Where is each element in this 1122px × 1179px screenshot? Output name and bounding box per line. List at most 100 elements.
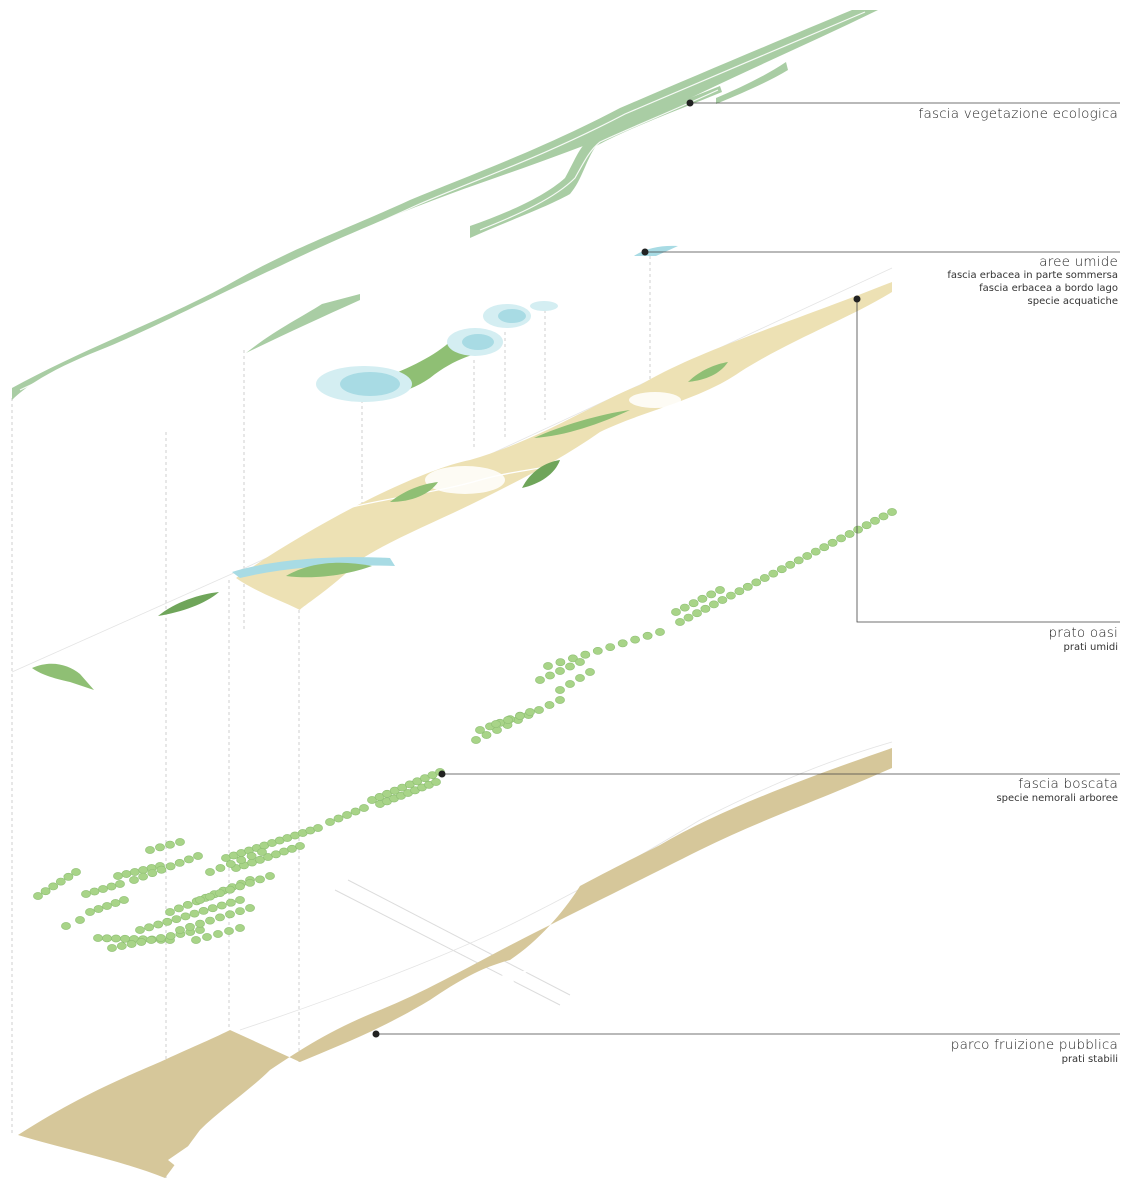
tree-dot <box>545 671 555 680</box>
tree-dot <box>565 662 575 671</box>
tree-dot <box>555 686 565 694</box>
leader-dots <box>372 99 861 1038</box>
projection-lines <box>11 256 651 1178</box>
tree-dot <box>565 680 575 688</box>
tree-dot <box>630 635 640 644</box>
forest-subtitle: specie nemorali arboree <box>996 793 1118 804</box>
tree-dot <box>580 650 591 659</box>
tree-dot <box>145 846 155 854</box>
tree-dot <box>175 838 185 846</box>
tree-dot <box>144 923 154 932</box>
tree-dot <box>751 578 762 587</box>
tree-dot <box>768 569 779 578</box>
meadow-subtitle: prati umidi <box>1063 642 1118 653</box>
tree-dot <box>215 864 226 872</box>
shrub-patches <box>32 592 219 690</box>
tree-dot <box>555 658 566 667</box>
tree-dot <box>146 936 156 944</box>
tree-dot <box>113 872 123 880</box>
tree-dot <box>359 804 369 812</box>
tree-dot <box>427 771 438 779</box>
park-subtitle: prati stabili <box>1061 1054 1118 1065</box>
tree-dot <box>585 668 595 676</box>
tree-dot <box>333 814 344 823</box>
tree-dot <box>683 613 694 622</box>
tree-dot <box>887 508 897 516</box>
tree-dot <box>63 872 74 881</box>
tree-dot <box>802 552 813 560</box>
tree-dot <box>655 628 665 636</box>
tree-dot <box>33 892 43 900</box>
tree-dot <box>195 896 205 904</box>
tree-dot <box>138 866 149 874</box>
tree-dot <box>40 887 51 896</box>
tree-dot <box>165 840 175 849</box>
tree-dot <box>235 896 245 904</box>
tree-dot <box>195 919 205 928</box>
wetland-title: aree umide <box>1039 254 1118 270</box>
tree-dot <box>717 596 728 604</box>
tree-dot <box>85 908 95 916</box>
tree-dot <box>71 868 81 876</box>
tree-dot <box>81 890 91 898</box>
tree-dot <box>102 934 112 943</box>
tree-dot <box>55 877 66 886</box>
tree-dot <box>503 716 513 724</box>
tree-dot <box>61 922 71 930</box>
tree-dot <box>191 936 201 944</box>
tree-dot <box>235 907 245 915</box>
forest-title: fascia boscata <box>1018 776 1118 792</box>
tree-dot <box>836 534 846 543</box>
tree-dot <box>700 604 711 613</box>
tree-dot <box>715 586 725 594</box>
tree-dot <box>216 901 227 910</box>
tree-dot <box>325 818 335 826</box>
tree-dot <box>475 726 485 734</box>
tree-dot <box>215 889 225 897</box>
tree-dot <box>295 842 305 850</box>
tree-dot <box>642 631 653 640</box>
tree-dot <box>171 915 182 923</box>
park-title: parco fruizione pubblica <box>950 1037 1118 1053</box>
tree-dot <box>215 913 225 922</box>
tree-dot <box>742 582 753 591</box>
tree-dot <box>568 654 578 663</box>
tree-dot <box>135 926 145 934</box>
tree-dot <box>819 543 830 552</box>
tree-dot <box>116 942 127 950</box>
tree-dot <box>688 599 699 608</box>
tree-dot <box>515 712 525 720</box>
tree-dot <box>431 778 441 786</box>
tree-dot <box>397 783 408 792</box>
tree-dot <box>207 904 218 913</box>
tree-dot <box>810 547 821 556</box>
forest-layer <box>33 508 897 952</box>
tree-dot <box>121 870 132 878</box>
tree-dot <box>734 587 745 596</box>
tree-dot <box>175 926 185 934</box>
tree-dot <box>605 643 616 651</box>
tree-dot <box>180 912 191 921</box>
meadow-title: prato oasi <box>1048 625 1118 641</box>
tree-dot <box>535 676 545 684</box>
tree-dot <box>147 869 158 877</box>
park-layer <box>18 741 893 1178</box>
tree-dot <box>697 594 708 603</box>
wetland-subtitle-1: fascia erbacea in parte sommersa <box>947 270 1118 281</box>
tree-dot <box>48 882 59 891</box>
tree-dot <box>225 885 235 894</box>
tree-dot <box>205 868 215 876</box>
tree-dot <box>110 899 121 907</box>
tree-dot <box>692 609 702 618</box>
tree-dot <box>853 525 863 534</box>
tree-dot <box>679 603 690 612</box>
tree-dot <box>870 516 880 525</box>
tree-dot <box>174 859 185 867</box>
tree-dot <box>138 872 148 881</box>
tree-dot <box>193 852 203 860</box>
tree-dot <box>481 731 492 739</box>
tree-dot <box>412 777 423 786</box>
tree-dot <box>119 896 129 904</box>
tree-dot <box>844 530 855 538</box>
tree-dot <box>185 923 195 931</box>
